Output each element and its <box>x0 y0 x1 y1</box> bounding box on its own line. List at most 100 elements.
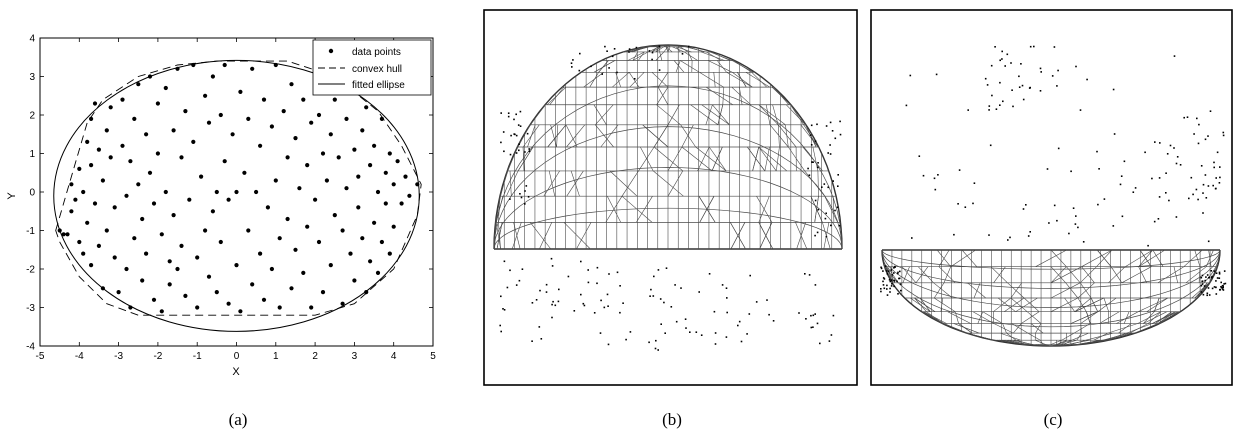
y-tick-label: -3 <box>26 303 35 314</box>
b-mesh-edge <box>657 72 669 88</box>
x-tick-label: -4 <box>75 351 84 362</box>
b-mesh-edge <box>786 104 806 126</box>
b-mesh-edge <box>758 104 779 126</box>
c-mesh-edge <box>1134 323 1158 334</box>
panel-c-point <box>1165 172 1167 174</box>
b-mesh-edge <box>777 124 780 148</box>
y-tick-label: -1 <box>26 226 35 237</box>
b-mesh-edge <box>680 124 696 148</box>
c-mesh-edge <box>942 323 969 334</box>
panel-b-point <box>816 231 819 234</box>
data-point <box>360 236 365 241</box>
panel-b-point <box>622 302 624 304</box>
panel-b-point <box>510 134 512 137</box>
panel-c-point <box>909 74 912 77</box>
panel-c-point <box>1222 286 1224 289</box>
c-mesh-edge <box>1197 282 1210 299</box>
data-point <box>147 170 153 175</box>
c-mesh-edge <box>961 249 978 267</box>
panel-b-point <box>817 162 819 164</box>
panel-c-point <box>1010 62 1012 64</box>
x-tick-label: -2 <box>153 351 162 362</box>
data-point <box>104 128 109 133</box>
panel-c-point <box>999 81 1001 84</box>
data-point <box>151 201 157 206</box>
panel-b-point <box>839 120 841 123</box>
panel-c-point <box>1056 85 1058 87</box>
data-point <box>320 151 326 156</box>
data-point <box>214 189 219 195</box>
panel-b-point <box>700 334 703 336</box>
data-point <box>69 209 74 214</box>
panel-c-point <box>1193 133 1195 135</box>
panel-c-point <box>899 283 902 285</box>
panel-b-point <box>629 331 632 333</box>
x-tick-label: 5 <box>430 351 436 362</box>
c-mesh-edge <box>1081 249 1113 267</box>
c-mesh-edge <box>1143 311 1168 324</box>
panel-b-point <box>657 349 659 351</box>
b-mesh-edge <box>563 222 591 250</box>
b-mesh-edge <box>687 51 693 61</box>
panel-c-point <box>1120 175 1123 177</box>
x-tick-label: 0 <box>234 351 240 362</box>
panel-b-point <box>526 132 529 135</box>
c-mesh-edge <box>1085 332 1114 341</box>
data-point <box>69 182 74 187</box>
data-point <box>132 236 137 241</box>
c-mesh-edge <box>914 297 936 312</box>
data-point <box>124 266 129 272</box>
panel-b-point <box>611 55 614 58</box>
panel-c-point <box>882 277 885 279</box>
panel-b-point <box>531 340 533 342</box>
panel-c-point <box>880 267 883 270</box>
data-point <box>352 278 357 283</box>
b-mesh-edge <box>726 72 753 88</box>
panel-c-point <box>1212 184 1214 187</box>
panel-b-point <box>600 299 602 302</box>
panel-b-point <box>503 309 506 311</box>
panel-b-point <box>519 193 521 195</box>
panel-b-point <box>509 153 512 156</box>
c-mesh-edge <box>947 311 971 324</box>
panel-c-point <box>1144 151 1146 154</box>
data-point <box>65 232 70 237</box>
data-point <box>242 170 247 175</box>
data-point <box>77 166 82 171</box>
panel-c-point <box>1179 164 1182 166</box>
panel-b-point <box>601 73 603 75</box>
c-mesh-edge <box>1035 339 1046 345</box>
b-mesh-edge <box>773 86 791 106</box>
panel-b-point <box>837 185 839 187</box>
panel-b-point <box>503 260 506 263</box>
panel-c-point <box>1190 176 1193 179</box>
panel-b-point <box>768 313 770 316</box>
panel-b-point <box>590 65 592 68</box>
x-tick-label: 4 <box>391 351 397 362</box>
c-mesh-edge <box>1058 340 1062 345</box>
y-tick-label: -2 <box>26 265 35 276</box>
data-point <box>199 174 204 179</box>
b-mesh-edge <box>667 46 671 53</box>
panel-b-point <box>665 267 668 269</box>
b-mesh-edge <box>566 124 586 148</box>
panel-b-point <box>578 69 581 72</box>
b-mesh-edge <box>711 146 723 172</box>
panel-c-point <box>1057 69 1059 72</box>
panel-c-point <box>935 73 938 76</box>
data-point <box>104 228 109 233</box>
panel-c-point <box>898 277 900 280</box>
b-mesh-edge <box>667 170 684 197</box>
panel-b-point <box>748 313 751 315</box>
panel-b-point <box>811 161 813 163</box>
data-point <box>285 216 290 222</box>
b-mesh-edge <box>655 46 664 53</box>
c-mesh-edge <box>1146 297 1168 312</box>
panel-c-point <box>1213 166 1215 169</box>
panel-b-point <box>514 133 516 136</box>
data-point <box>316 239 322 245</box>
x-tick-label: -3 <box>114 351 123 362</box>
panel-c-point <box>1208 294 1211 296</box>
panel-b-point <box>545 283 548 286</box>
